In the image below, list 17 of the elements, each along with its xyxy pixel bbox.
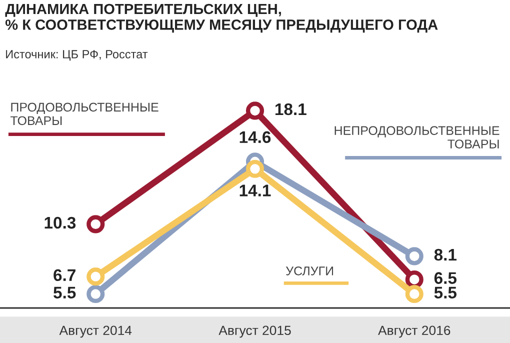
data-label: 5.5 [434,286,457,299]
data-label: 5.5 [54,286,76,299]
data-label: 14.6 [240,131,271,144]
text: НЕПРОДОВОЛЬСТВЕННЫЕ ТОВАРЫ [334,126,500,148]
x-tick-label: Август 2015 [218,326,291,338]
chart-title: ДИНАМИКА ПОТРЕБИТЕЛЬСКИХ ЦЕН, % К СООТВЕТСТВУЮЩЕМУ МЕСЯЦУ ПРЕДЫДУЩЕГО ГОДА [5,4,438,33]
data-label: 6.7 [54,269,76,282]
data-label: 10.3 [44,216,76,229]
chart-subtitle: Источник: ЦБ РФ, Росстат [6,50,148,61]
text: ПРОДОВОЛЬСТВЕННЫЕ ТОВАРЫ [10,102,158,126]
x-tick-label: Август 2016 [378,326,450,338]
data-label: 18.1 [275,103,306,116]
x-tick-label: Август 2014 [59,326,132,338]
text: УСЛУГИ [286,266,334,276]
data-label: 14.1 [240,184,271,196]
data-label: 6.5 [434,272,457,284]
data-label: 8.1 [434,248,457,261]
